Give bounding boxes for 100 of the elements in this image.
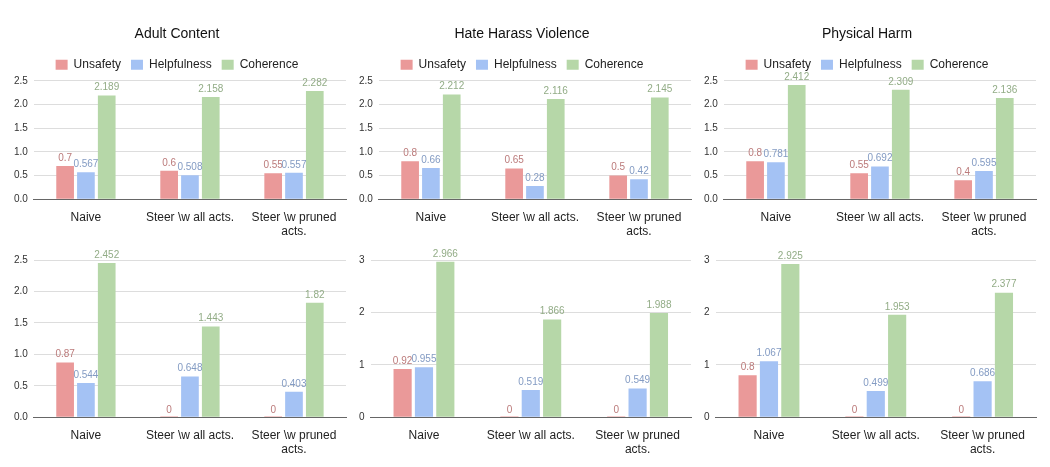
data-label: 1.866 [539, 305, 566, 317]
y-tick-label: 2.5 [14, 74, 29, 86]
bar [77, 382, 95, 417]
y-tick-label: 1.0 [359, 145, 374, 157]
y-tick-label: 0.5 [704, 169, 719, 181]
x-tick-label: Naive [760, 209, 792, 224]
data-label: 0 [270, 403, 277, 415]
x-tick-label: Steer \w pruned acts. [251, 209, 337, 239]
data-label: 1.82 [305, 288, 325, 300]
bar [871, 166, 889, 199]
data-label: 0.55 [263, 158, 284, 170]
y-tick-label: 0.0 [704, 192, 719, 204]
bar [97, 95, 116, 199]
bar [264, 173, 283, 199]
bar [630, 179, 648, 199]
bar [201, 326, 220, 417]
data-label: 0 [958, 403, 965, 415]
x-tick-label: Naive [415, 209, 447, 224]
bar [781, 263, 800, 417]
data-label: 0.549 [625, 374, 651, 386]
data-label: 0 [506, 403, 513, 415]
data-label: 2.925 [777, 249, 804, 261]
data-label: 2.189 [94, 81, 120, 93]
data-label: 2.158 [198, 82, 224, 94]
bar [393, 368, 412, 417]
bar [891, 89, 910, 199]
bar [201, 97, 220, 199]
data-label: 2.452 [94, 248, 120, 260]
bar [285, 172, 303, 199]
x-tick-label: Naive [753, 427, 785, 442]
x-tick-label: Steer \w all acts. [486, 427, 575, 442]
data-label: 0.8 [748, 147, 763, 159]
y-tick-label: 2.0 [14, 98, 29, 110]
data-label: 0.87 [55, 348, 76, 360]
data-label: 2.966 [432, 247, 459, 259]
bar [285, 391, 303, 417]
bar [56, 362, 74, 417]
data-label: 1.067 [756, 347, 782, 359]
x-tick-label: Steer \w all acts. [145, 427, 234, 442]
x-tick-label: Steer \w all acts. [145, 209, 234, 224]
y-tick-label: 1.5 [704, 121, 719, 133]
data-label: 0.4 [956, 166, 971, 178]
y-tick-label: 0.5 [359, 169, 374, 181]
chart-title: Physical Harm [821, 25, 913, 42]
bar [546, 98, 565, 199]
data-label: 0.595 [971, 156, 997, 168]
y-tick-label: 3 [359, 253, 365, 265]
data-label: 1.443 [198, 312, 224, 324]
y-tick-label: 1.5 [14, 121, 29, 133]
bar [850, 173, 868, 199]
bar [738, 375, 757, 417]
bar [543, 319, 562, 417]
data-label: 0.7 [58, 151, 73, 163]
legend-label: Unsafety [73, 57, 121, 72]
bar [505, 168, 523, 199]
y-tick-label: 1.0 [14, 348, 29, 360]
y-tick-label: 2.0 [704, 98, 719, 110]
bar [442, 94, 461, 199]
y-tick-label: 0 [359, 410, 365, 422]
legend-label: Helpfulness [148, 57, 212, 72]
bar [759, 361, 779, 417]
x-tick-label: Naive [70, 427, 102, 442]
data-label: 2.377 [991, 278, 1017, 290]
data-label: 0.686 [970, 367, 996, 378]
data-label: 0 [613, 403, 620, 415]
data-label: 0.692 [867, 152, 893, 164]
data-label: 2.136 [992, 83, 1018, 95]
bar [609, 175, 628, 199]
data-label: 0.955 [411, 352, 437, 364]
bar [628, 388, 647, 417]
bar [954, 180, 973, 199]
bar [97, 263, 116, 417]
bar [526, 185, 544, 199]
data-label: 0.8 [740, 361, 755, 373]
data-label: 0.5 [611, 161, 626, 173]
data-label: 2.145 [647, 83, 673, 95]
bar [975, 171, 993, 199]
data-label: 2.412 [784, 70, 810, 82]
legend-label: Unsafety [763, 57, 811, 72]
legend-label: Coherence [929, 57, 989, 72]
y-tick-label: 2.5 [704, 74, 719, 86]
data-label: 0.567 [73, 158, 99, 170]
data-label: 0.6 [162, 156, 177, 168]
x-tick-label: Steer \w pruned acts. [940, 427, 1025, 457]
bar [422, 167, 440, 199]
y-tick-label: 1 [704, 358, 710, 370]
data-label: 0.66 [421, 153, 442, 165]
bar [414, 367, 434, 417]
data-label: 0.519 [518, 375, 544, 387]
bar [973, 381, 992, 417]
x-tick-label: Naive [408, 427, 440, 442]
y-tick-label: 2 [704, 306, 710, 318]
bar [746, 161, 764, 199]
bar [181, 175, 199, 199]
y-tick-label: 1.5 [14, 316, 29, 328]
bar [649, 313, 669, 417]
bar [888, 314, 907, 417]
y-tick-label: 2.0 [14, 285, 29, 297]
bar [650, 97, 669, 199]
data-label: 0.499 [863, 376, 889, 388]
